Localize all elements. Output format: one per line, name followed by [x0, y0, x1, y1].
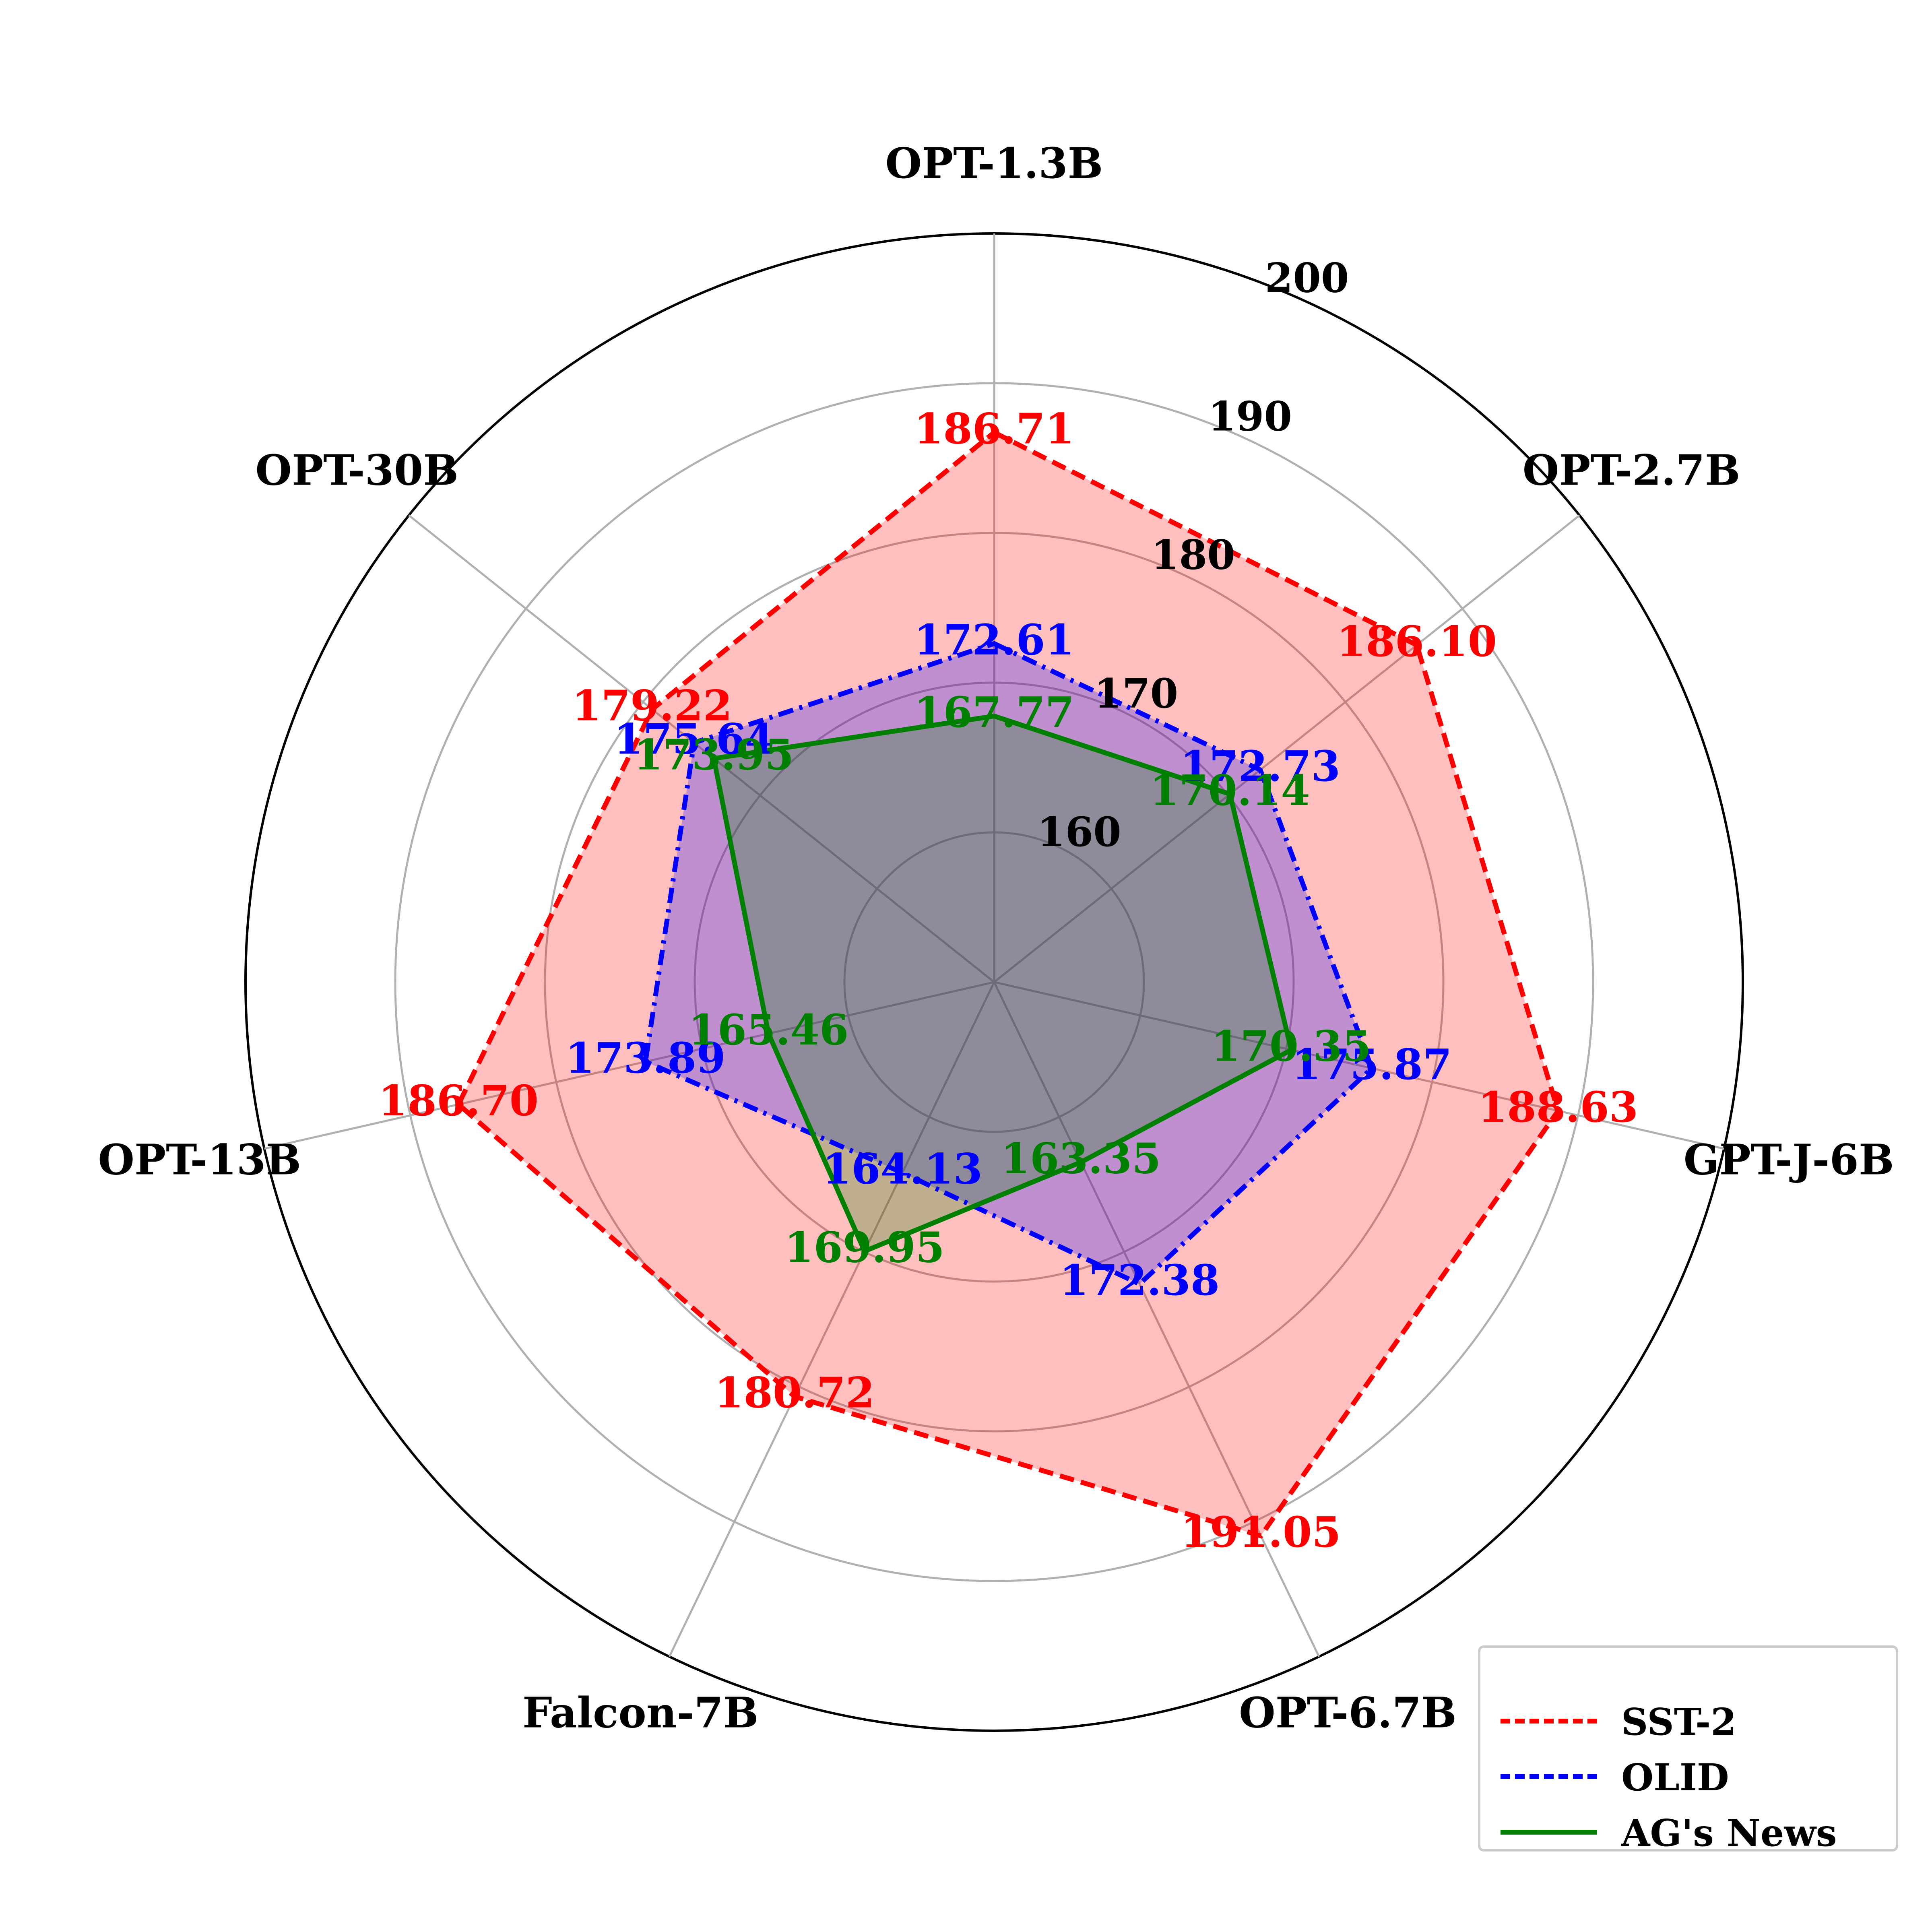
data-label-0-4: 180.72	[714, 1368, 875, 1418]
category-label-1: OPT-2.7B	[1523, 446, 1740, 495]
category-labels: OPT-1.3B OPT-2.7B GPT-J-6B OPT-6.7B Falcon-7…	[98, 138, 1894, 1737]
radar-grid	[244, 232, 1744, 1732]
category-label-3: OPT-6.7B	[1239, 1688, 1457, 1738]
radial-tick-labels: 160 170 180 190 200	[1037, 254, 1349, 856]
data-label-2-3: 163.35	[1001, 1134, 1161, 1183]
series-lines	[455, 429, 1561, 1539]
data-label-1-2: 175.87	[1292, 1040, 1452, 1089]
series-line-2	[711, 713, 1294, 1255]
series-line-1	[642, 641, 1375, 1287]
series-fill-0	[458, 432, 1558, 1536]
series-fill-2	[714, 716, 1291, 1251]
data-label-2-2: 170.35	[1211, 1022, 1371, 1071]
data-label-0-6: 179.22	[572, 681, 732, 730]
data-label-1-3: 172.38	[1059, 1255, 1220, 1305]
data-label-0-5: 186.70	[378, 1076, 539, 1125]
radial-tick-160: 160	[1037, 808, 1121, 856]
data-label-2-4: 169.95	[784, 1223, 945, 1272]
series-line-0	[455, 429, 1561, 1539]
category-label-6: OPT-30B	[255, 446, 458, 495]
data-label-2-6: 173.95	[634, 730, 794, 780]
data-label-0-2: 188.63	[1478, 1082, 1638, 1132]
data-label-1-1: 172.73	[1180, 741, 1340, 791]
legend-item-olid: OLID	[1480, 1752, 1896, 1800]
spoke-4	[668, 981, 995, 1657]
spoke-6	[408, 514, 995, 983]
spoke-5	[264, 981, 995, 1150]
radial-tick-180: 180	[1151, 531, 1235, 579]
data-label-2-1: 170.14	[1150, 766, 1310, 815]
legend-item-agnews: AG's News	[1480, 1807, 1896, 1856]
legend-swatch-agnews	[1501, 1830, 1597, 1835]
data-label-0-1: 186.10	[1337, 617, 1497, 666]
radial-tick-200: 200	[1265, 254, 1349, 302]
legend: SST-2 OLID AG's News	[1478, 1645, 1898, 1855]
data-label-1-6: 175.64	[614, 714, 774, 764]
data-label-1-4: 164.13	[822, 1144, 983, 1194]
legend-item-sst2: SST-2	[1480, 1696, 1896, 1744]
legend-swatch-sst2	[1501, 1719, 1597, 1724]
category-label-2: GPT-J-6B	[1684, 1135, 1894, 1185]
spoke-2	[994, 981, 1724, 1150]
legend-label-olid: OLID	[1621, 1756, 1729, 1799]
radial-tick-170: 170	[1094, 670, 1178, 717]
data-label-2-5: 165.46	[688, 1005, 848, 1055]
legend-label-agnews: AG's News	[1621, 1811, 1837, 1855]
legend-label-sst2: SST-2	[1621, 1700, 1737, 1744]
series-fill-1	[645, 643, 1372, 1284]
data-label-2-0: 167.77	[914, 687, 1074, 737]
legend-swatch-olid	[1501, 1774, 1597, 1779]
category-label-0: OPT-1.3B	[886, 138, 1103, 188]
data-label-0-3: 191.05	[1181, 1507, 1341, 1557]
series-fills	[458, 432, 1558, 1536]
spoke-1	[993, 514, 1580, 983]
data-label-1-5: 173.89	[566, 1033, 726, 1083]
radial-tick-190: 190	[1208, 393, 1292, 440]
data-label-1-0: 172.61	[914, 615, 1074, 665]
spoke-3	[993, 981, 1320, 1657]
data-label-0-0: 186.71	[914, 404, 1074, 453]
data-labels: 186.71 186.10 188.63 191.05 180.72 186.70 179.…	[378, 404, 1638, 1556]
category-label-4: Falcon-7B	[522, 1688, 759, 1738]
category-label-5: OPT-13B	[98, 1135, 301, 1185]
